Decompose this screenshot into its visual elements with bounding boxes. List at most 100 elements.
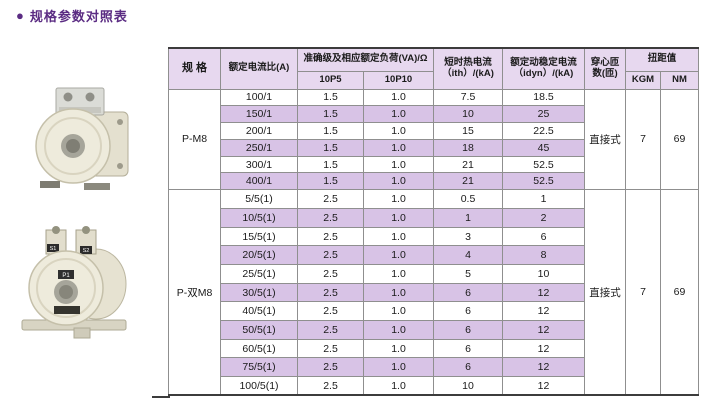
col-header-ith-line2: （ith）/(kA) [442, 67, 494, 79]
spec-cell: P-M8 [168, 88, 221, 191]
p5-cell: 2.5 [297, 301, 364, 322]
col-header-spec: 规 格 [168, 47, 221, 90]
p10-cell: 1.0 [363, 376, 434, 396]
idyn-cell: 12 [502, 301, 585, 322]
ratio-cell: 25/5(1) [220, 264, 298, 284]
terminal-label: S2 [83, 248, 90, 254]
terminal-screw [82, 226, 90, 234]
ith-cell: 10 [433, 105, 503, 124]
table-row: 25/5(1) 2.5 1.0 5 10 [169, 264, 699, 284]
ith-cell: 10 [433, 376, 503, 396]
ith-cell: 7.5 [433, 88, 503, 107]
terminal-screw [85, 92, 95, 102]
table-row: 50/5(1) 2.5 1.0 6 12 [169, 320, 699, 340]
ith-cell: 3 [433, 226, 503, 247]
ratio-cell: 400/1 [220, 172, 298, 191]
table-row: 250/1 1.5 1.0 18 45 [169, 138, 699, 157]
idyn-cell: 12 [502, 320, 585, 340]
idyn-cell: 25 [502, 105, 585, 124]
ith-cell: 6 [433, 357, 503, 378]
ith-cell: 21 [433, 172, 503, 191]
ratio-cell: 40/5(1) [220, 301, 298, 322]
p5-cell: 2.5 [297, 376, 364, 396]
flange-screw [117, 119, 123, 125]
col-header-turns: 穿心匝 数(匝) [584, 47, 626, 90]
table-row: P-双M8 5/5(1) 2.5 1.0 0.5 1 直接式 7 69 [168, 189, 699, 396]
p10-cell: 1.0 [363, 207, 434, 228]
ith-cell: 6 [433, 301, 503, 322]
p10-cell: 1.0 [363, 138, 434, 157]
p10-cell: 1.0 [363, 189, 434, 209]
flange-screw [117, 163, 123, 169]
ith-cell: 21 [433, 155, 503, 174]
p10-cell: 1.0 [363, 357, 434, 378]
table-row: 300/1 1.5 1.0 21 52.5 [169, 155, 699, 174]
ratio-cell: 50/5(1) [220, 320, 298, 340]
ith-cell: 1 [433, 207, 503, 228]
ith-cell: 18 [433, 138, 503, 157]
ratio-cell: 10/5(1) [220, 207, 298, 228]
p5-cell: 2.5 [297, 282, 364, 303]
ratio-cell: 300/1 [220, 155, 298, 174]
section-title: ● 规格参数对照表 [16, 6, 128, 25]
p5-cell: 2.5 [297, 245, 364, 266]
idyn-cell: 45 [502, 138, 585, 157]
col-header-turns-line2: 数(匝) [592, 67, 618, 79]
idyn-cell: 52.5 [502, 155, 585, 174]
p5-cell: 1.5 [297, 105, 364, 124]
col-header-10p10: 10P10 [363, 70, 434, 90]
spec-table-body: P-M8 100/1 1.5 1.0 7.5 18.5 直接式 7 69 150/1 1.5 1.0 1… [168, 88, 699, 396]
ratio-cell: 30/5(1) [220, 282, 298, 303]
idyn-cell: 12 [502, 338, 585, 359]
ith-cell: 5 [433, 264, 503, 284]
center-hub-inner [59, 285, 73, 299]
col-header-kgm: KGM [625, 70, 661, 90]
col-header-ith: 短时热电流 （ith）/(kA) [433, 47, 503, 90]
page-title: 规格参数对照表 [29, 9, 128, 24]
p10-cell: 1.0 [363, 226, 434, 247]
col-header-ratio: 额定电流比(A) [220, 47, 298, 90]
table-row: P-M8 100/1 1.5 1.0 7.5 18.5 直接式 7 69 [168, 88, 699, 191]
p10-cell: 1.0 [363, 122, 434, 140]
p10-cell: 1.0 [363, 245, 434, 266]
table-row: 75/5(1) 2.5 1.0 6 12 [169, 357, 699, 378]
idyn-cell: 12 [502, 282, 585, 303]
table-row: 10/5(1) 2.5 1.0 1 2 [169, 207, 699, 228]
foot [73, 327, 91, 339]
turns-cell: 直接式 [584, 88, 626, 191]
col-header-accuracy-group: 准确级及相应额定负荷(VA)/Ω [297, 47, 434, 72]
spec-table: 规 格 额定电流比(A) 准确级及相应额定负荷(VA)/Ω 短时热电流 （ith… [168, 47, 699, 397]
idyn-cell: 52.5 [502, 172, 585, 191]
idyn-cell: 12 [502, 376, 585, 396]
idyn-cell: 8 [502, 245, 585, 266]
bottom-rule-extension [152, 396, 170, 398]
terminal-screw [63, 92, 73, 102]
terminal-screw [52, 226, 60, 234]
table-row: 400/1 1.5 1.0 21 52.5 [169, 172, 699, 191]
ratio-cell: 100/5(1) [220, 376, 298, 396]
bullet-icon: ● [16, 8, 24, 23]
ratio-cell: 250/1 [220, 138, 298, 157]
p5-cell: 1.5 [297, 88, 364, 107]
p5-cell: 1.5 [297, 155, 364, 174]
header-row-2: 10P5 10P10 KGM NM [169, 70, 699, 90]
body-ring [36, 258, 96, 318]
ratio-cell: 75/5(1) [220, 357, 298, 378]
table-row: 40/5(1) 2.5 1.0 6 12 [169, 301, 699, 322]
foot [40, 181, 60, 188]
idyn-cell: 1 [502, 189, 585, 209]
p10-cell: 1.0 [363, 105, 434, 124]
ith-cell: 0.5 [433, 189, 503, 209]
product-photo-p-dual-m8: S1 S2 P1 [21, 226, 127, 339]
col-header-torque-group: 扭距值 [625, 47, 699, 72]
p5-cell: 2.5 [297, 357, 364, 378]
table-row: 100/5(1) 2.5 1.0 10 12 [169, 376, 699, 396]
p10-cell: 1.0 [363, 155, 434, 174]
ratio-cell: 200/1 [220, 122, 298, 140]
p10-cell: 1.0 [363, 338, 434, 359]
idyn-cell: 2 [502, 207, 585, 228]
spec-cell: P-双M8 [168, 189, 221, 396]
p10-cell: 1.0 [363, 172, 434, 191]
p5-cell: 1.5 [297, 122, 364, 140]
p10-cell: 1.0 [363, 264, 434, 284]
